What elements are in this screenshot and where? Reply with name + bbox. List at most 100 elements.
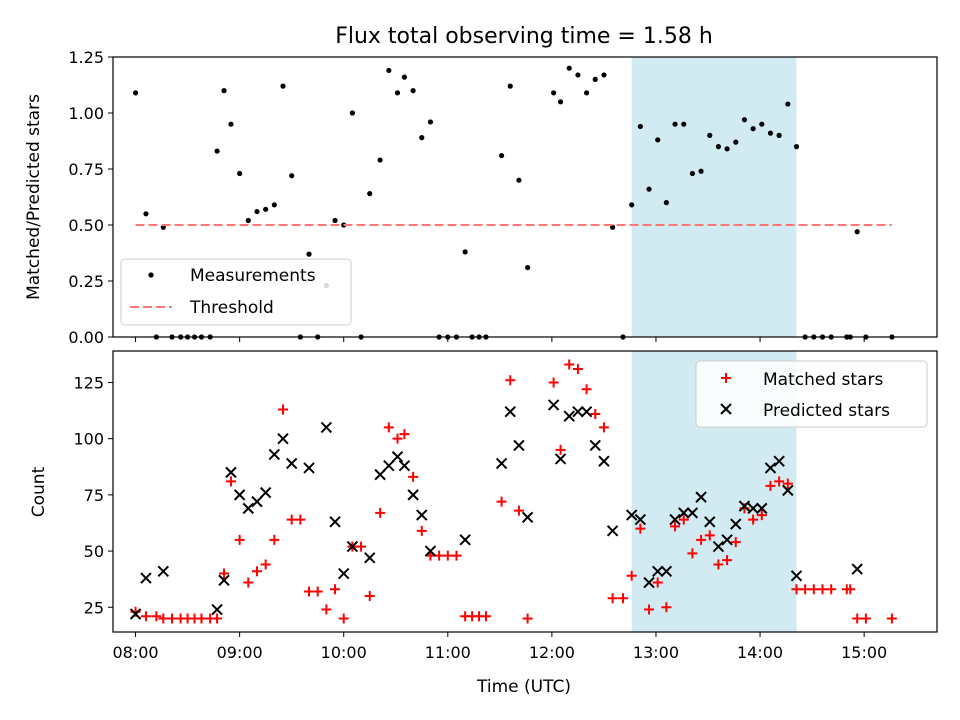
- matched-stars-point: [442, 550, 453, 561]
- x-tick-label: 14:00: [737, 643, 783, 662]
- legend-predicted-marker: [720, 403, 732, 415]
- matched-stars-point: [598, 422, 609, 433]
- predicted-stars-point: [686, 507, 699, 519]
- predicted-stars-point: [129, 608, 142, 620]
- top-y-tick-label: 0.25: [68, 272, 104, 291]
- predicted-stars-point: [346, 540, 359, 553]
- measurement-point: [793, 144, 800, 150]
- predicted-stars-point: [634, 513, 647, 526]
- matched-stars-point: [555, 444, 566, 455]
- matched-stars-point: [260, 559, 271, 570]
- matched-stars-point: [278, 404, 289, 415]
- matched-stars-point: [496, 496, 507, 507]
- predicted-stars-point: [242, 502, 255, 515]
- legend-matched-marker: [721, 373, 731, 383]
- measurement-point: [759, 121, 765, 127]
- matched-stars-point: [219, 568, 230, 579]
- predicted-stars-point: [521, 511, 534, 524]
- predicted-stars-point: [782, 484, 794, 497]
- matched-stars-point: [590, 408, 601, 419]
- predicted-stars-point: [495, 457, 508, 470]
- measurement-point: [419, 135, 425, 141]
- top-plot-frame: [112, 56, 938, 338]
- predicted-stars-point: [704, 516, 716, 528]
- predicted-stars-point: [764, 462, 777, 474]
- matched-stars-point: [765, 480, 776, 491]
- matched-stars-point: [548, 377, 559, 388]
- matched-stars-point: [782, 478, 793, 489]
- measurement-point: [566, 65, 572, 71]
- matched-stars-point: [158, 613, 169, 624]
- predicted-stars-point: [329, 516, 341, 528]
- predicted-stars-point: [730, 518, 742, 530]
- predicted-stars-point: [572, 405, 584, 418]
- matched-stars-point: [852, 613, 863, 624]
- bottom-y-tick-label: 50: [84, 542, 104, 561]
- matched-stars-point: [295, 514, 306, 525]
- x-tick-label: 12:00: [529, 643, 575, 662]
- matched-stars-point: [505, 375, 516, 386]
- predicted-stars-point: [563, 410, 575, 422]
- matched-stars-point: [212, 613, 223, 624]
- measurement-point: [601, 72, 607, 78]
- predicted-stars-point: [277, 432, 289, 445]
- measurement-point: [557, 99, 564, 105]
- measurement-point: [698, 168, 704, 174]
- predicted-stars-point: [140, 572, 152, 584]
- predicted-stars-point: [695, 491, 707, 503]
- top-legend: Measurements Threshold: [120, 258, 352, 326]
- x-tick-label: 08:00: [112, 643, 158, 662]
- measurement-point: [707, 132, 713, 138]
- chart-title: Flux total observing time = 1.58 h: [335, 24, 713, 49]
- predicted-stars-point: [773, 455, 785, 467]
- matched-stars-point: [321, 604, 332, 615]
- legend-label-predicted: Predicted stars: [763, 401, 890, 421]
- matched-stars-point: [572, 363, 583, 374]
- top-y-tick-label: 0.50: [68, 216, 104, 235]
- measurement-point: [427, 119, 434, 125]
- matched-stars-point: [338, 613, 349, 624]
- top-highlight-span: [631, 57, 797, 337]
- predicted-stars-point: [383, 459, 395, 472]
- measurement-point: [132, 90, 139, 96]
- x-axis-label: Time (UTC): [476, 677, 571, 697]
- legend-label-measurements: Measurements: [190, 266, 316, 286]
- predicted-stars-point: [424, 545, 437, 557]
- predicted-stars-point: [218, 574, 230, 587]
- measurement-point: [629, 202, 635, 208]
- measurement-point: [228, 121, 234, 127]
- bottom-plot-frame: [112, 350, 938, 633]
- bottom-y-axis-label: Count: [29, 466, 49, 517]
- predicted-stars-point: [303, 462, 315, 474]
- matched-stars-point: [286, 514, 297, 525]
- matched-stars-point: [722, 555, 733, 566]
- measurement-point: [349, 110, 355, 116]
- predicted-stars-point: [747, 502, 759, 515]
- matched-stars-point: [817, 584, 828, 595]
- matched-stars-point: [618, 593, 629, 604]
- matched-stars-point: [670, 521, 681, 532]
- predicted-stars-point: [251, 495, 263, 508]
- measurement-point: [785, 101, 791, 107]
- measurement-point: [741, 117, 748, 123]
- predicted-stars-point: [233, 489, 246, 501]
- matched-stars-point: [451, 550, 462, 561]
- predicted-stars-point: [678, 507, 690, 519]
- matched-stars-point: [607, 593, 618, 604]
- matched-stars-point: [826, 584, 837, 595]
- measurement-point: [410, 88, 416, 94]
- matched-stars-point: [635, 523, 646, 534]
- legend-box: [695, 360, 928, 428]
- matched-stars-point: [687, 548, 698, 559]
- top-y-tick-label: 1.25: [68, 48, 104, 67]
- measurement-point: [681, 121, 687, 127]
- matched-stars-point: [652, 577, 663, 588]
- measurement-point: [767, 130, 774, 136]
- matched-stars-point: [269, 534, 280, 545]
- measurement-point: [507, 83, 513, 89]
- predicted-stars-point: [712, 540, 725, 553]
- measurement-point: [394, 90, 401, 96]
- measurement-point: [386, 67, 392, 74]
- matched-stars-point: [860, 613, 871, 624]
